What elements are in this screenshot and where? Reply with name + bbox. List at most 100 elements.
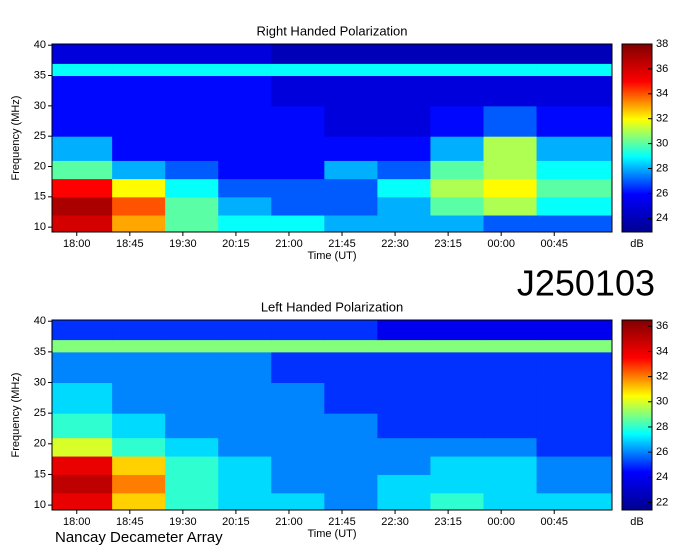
colorbar-label: dB [630,516,643,528]
heatmap-cell [324,196,378,216]
heatmap-cell [52,63,113,77]
heatmap-cell [52,437,113,457]
heatmap-cell [218,105,272,137]
heatmap-cell [271,63,325,77]
heatmap-cell [165,136,219,161]
heatmap-cell [536,44,613,64]
plot-frame [51,43,613,233]
heatmap-cell [483,320,538,341]
heatmap-cell [218,339,272,353]
colorbar [621,319,653,511]
heatmap-cell [52,382,113,414]
heatmap-cell [52,339,113,353]
y-tick-label: 20 [34,438,46,450]
colorbar-tick-label: 36 [656,320,668,332]
y-tick-label: 40 [34,39,46,51]
x-tick-label: 19:30 [169,238,197,250]
colorbar-tick-label: 30 [656,396,668,408]
heatmap-cell [324,339,378,353]
heatmap-cell [112,178,166,198]
heatmap-cell [112,382,166,414]
x-tick-label: 21:00 [275,238,303,250]
heatmap-cell [271,160,325,180]
x-tick-label: 21:00 [275,516,303,528]
heatmap-cell [483,474,538,494]
x-tick-label: 22:30 [381,516,409,528]
heatmap-cell [218,63,272,77]
x-axis-label: Time (UT) [307,250,356,262]
heatmap-cell [483,339,538,353]
heatmap-cell [165,75,219,107]
y-tick-label: 25 [34,130,46,142]
heatmap-cell [377,474,431,494]
heatmap-cell [52,75,113,107]
heatmap-cell [271,474,325,494]
heatmap-cell [52,456,113,475]
heatmap-cell [377,136,431,161]
heatmap-cell [165,339,219,353]
heatmap-cell [483,44,538,64]
heatmap-cell [324,320,378,341]
heatmap-cell [377,105,431,137]
heatmap-cell [430,178,484,198]
heatmap-cell [324,75,378,107]
y-tick-label: 15 [34,191,46,203]
heatmap-cell [271,44,325,64]
heatmap-cell [324,492,378,511]
heatmap-cell [430,160,484,180]
x-tick-label: 20:15 [222,238,250,250]
heatmap-cell [536,351,613,384]
plot-frame [51,319,613,511]
heatmap-cell [112,75,166,107]
heatmap-cell [377,44,431,64]
heatmap-cell [324,382,378,414]
heatmap-cell [430,351,484,384]
y-tick-label: 20 [34,160,46,172]
heatmap-cell [430,196,484,216]
heatmap-cell [271,178,325,198]
heatmap-cell [271,339,325,353]
x-tick-label: 23:15 [434,516,462,528]
heatmap-cell [52,215,113,233]
heatmap-cell [536,339,613,353]
heatmap-cell [377,178,431,198]
heatmap-cell [536,215,613,233]
heatmap-cell [483,105,538,137]
heatmap-cell [324,456,378,475]
heatmap-cell [430,413,484,439]
x-tick-label: 18:00 [63,516,91,528]
heatmap-cell [271,382,325,414]
x-tick-label: 18:45 [116,238,144,250]
heatmap-cell [165,215,219,233]
x-tick-label: 18:00 [63,238,91,250]
heatmap-cell [218,456,272,475]
heatmap-cell [483,351,538,384]
x-tick-label: 18:45 [116,516,144,528]
colorbar-tick-label: 22 [656,496,668,508]
colorbar-label: dB [630,238,643,250]
y-axis-label: Frequency (MHz) [10,96,22,181]
heatmap-cell [483,75,538,107]
heatmap-cell [430,339,484,353]
heatmap-cell [52,136,113,161]
colorbar-tick-label: 36 [656,63,668,75]
x-tick-label: 00:00 [487,238,515,250]
y-tick-label: 40 [34,315,46,327]
heatmap-cell [112,215,166,233]
heatmap-cell [271,75,325,107]
heatmap-cell [112,474,166,494]
heatmap-cell [218,351,272,384]
heatmap-cell [218,75,272,107]
heatmap-cell [271,437,325,457]
heatmap-cell [324,44,378,64]
heatmap-cell [483,160,538,180]
heatmap-cell [483,456,538,475]
heatmap-cell [430,456,484,475]
x-tick-label: 00:00 [487,516,515,528]
observation-code: J250103 [517,263,655,304]
heatmap-cell [165,196,219,216]
heatmap-cell [52,492,113,511]
heatmap-cell [377,75,431,107]
heatmap-cell [377,196,431,216]
